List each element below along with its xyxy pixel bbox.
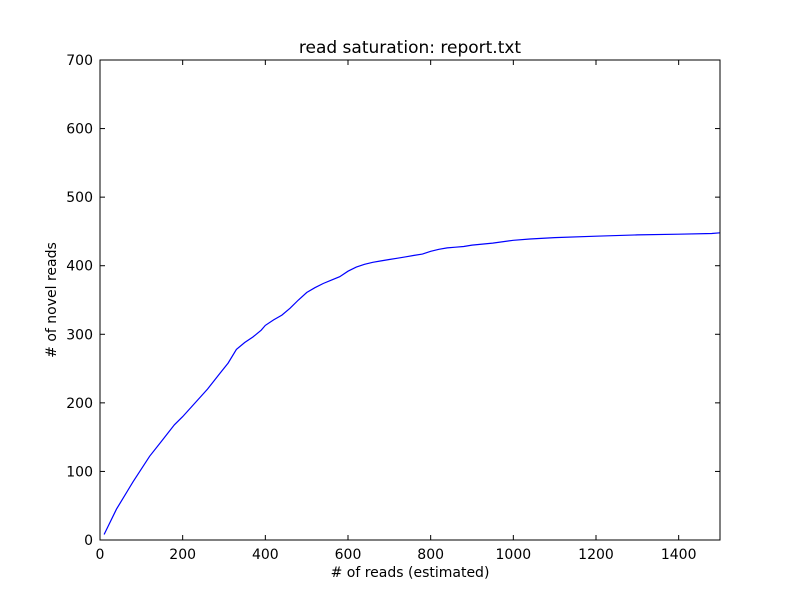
y-tick-label: 0 <box>84 533 93 549</box>
y-tick-label: 500 <box>66 190 93 206</box>
y-tick-label: 700 <box>66 53 93 69</box>
y-tick-label: 200 <box>66 396 93 412</box>
x-tick-label: 0 <box>96 547 105 563</box>
x-tick-label: 1200 <box>578 547 614 563</box>
x-tick-label: 1400 <box>661 547 697 563</box>
series-line-0 <box>103 232 721 535</box>
y-tick-label: 300 <box>66 327 93 343</box>
x-tick-label: 600 <box>335 547 362 563</box>
x-tick-label: 400 <box>252 547 279 563</box>
chart-title: read saturation: report.txt <box>299 38 522 58</box>
x-tick-label: 200 <box>169 547 196 563</box>
y-tick-label: 400 <box>66 259 93 275</box>
x-tick-label: 1000 <box>496 547 532 563</box>
axes-frame <box>99 59 721 541</box>
y-axis-label: # of novel reads <box>44 242 60 358</box>
y-tick-label: 100 <box>66 464 93 480</box>
x-tick-label: 800 <box>417 547 444 563</box>
x-axis: 0 200 400 600 800 1000 1200 1400 <box>96 60 697 563</box>
y-tick-label: 600 <box>66 122 93 138</box>
plot-area <box>103 232 721 535</box>
y-axis: 0 100 200 300 400 500 600 700 <box>66 53 720 549</box>
x-axis-label: # of reads (estimated) <box>331 565 490 581</box>
